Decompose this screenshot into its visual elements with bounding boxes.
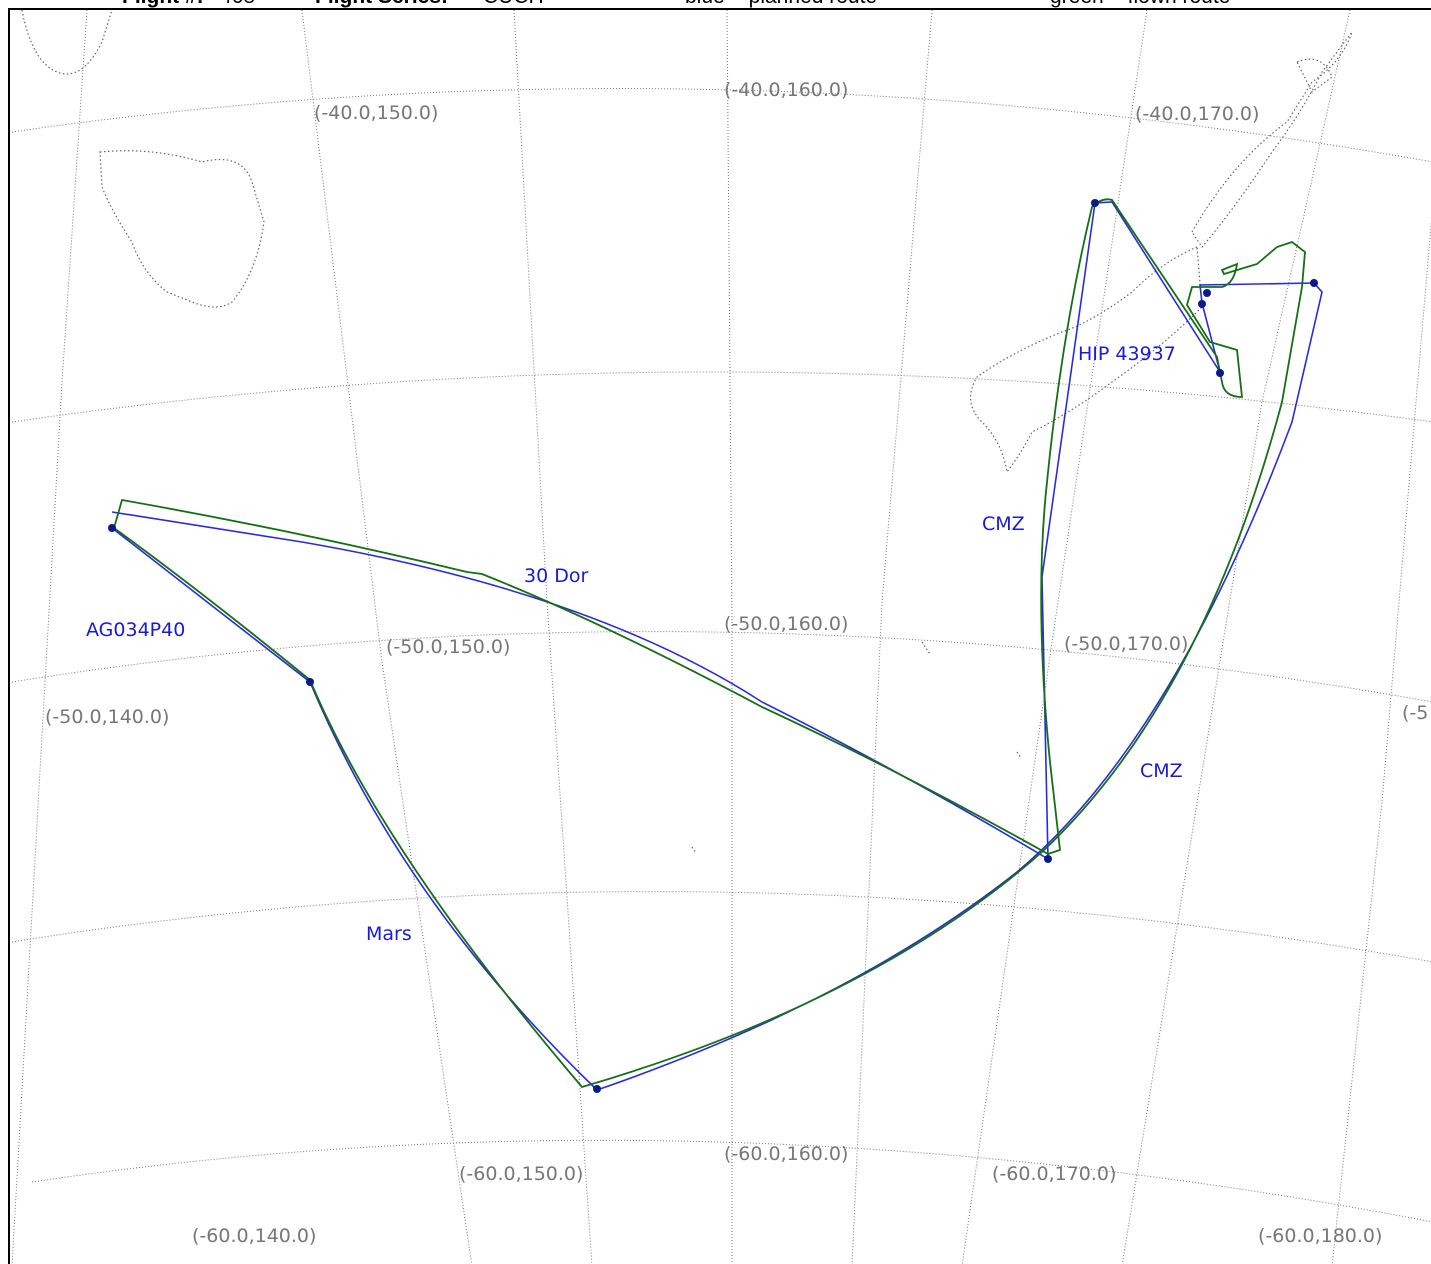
waypoint[interactable] (1044, 855, 1052, 863)
new-zealand-south-coastline (970, 246, 1203, 474)
waypoint[interactable] (1310, 279, 1318, 287)
grid-label: (-50.0,170.0) (1064, 633, 1188, 655)
waypoint[interactable] (108, 524, 116, 532)
flight-map: (-40.0,150.0) (-40.0,160.0) (-40.0,170.0… (11, 10, 1431, 1264)
grid-label: (-40.0,150.0) (314, 102, 438, 124)
flown-route (113, 198, 1306, 1089)
parallel-lines (11, 88, 1431, 1223)
target-label-30-dor: 30 Dor (524, 565, 588, 587)
legend-flown-route: green = flown route (1050, 0, 1230, 8)
grid-label: (-60.0,140.0) (192, 1225, 316, 1247)
grid-label: (-50.0,140.0) (45, 706, 169, 728)
target-label-cmz: CMZ (982, 513, 1025, 535)
waypoint[interactable] (1216, 369, 1224, 377)
target-labels: HIP 43937 CMZ 30 Dor AG034P40 Mars CMZ (86, 343, 1183, 945)
grid-label: (-50.0,160.0) (724, 613, 848, 635)
waypoint[interactable] (1203, 289, 1211, 297)
coastlines (21, 10, 1353, 854)
legend-planned-route: blue = planned route (685, 0, 877, 8)
flight-series-label: Flight Series: (315, 0, 448, 8)
grid-label: (-60.0,180.0) (1258, 1225, 1382, 1247)
waypoints (108, 199, 1318, 1093)
flight-series-value: CUCH (483, 0, 544, 8)
grid-label: (-60.0,160.0) (724, 1143, 848, 1165)
australia-coastline (21, 10, 113, 75)
meridian-lines (11, 10, 1431, 1264)
waypoint[interactable] (306, 678, 314, 686)
waypoint[interactable] (1091, 199, 1099, 207)
target-label-cmz-2: CMZ (1140, 760, 1183, 782)
grid-labels: (-40.0,150.0) (-40.0,160.0) (-40.0,170.0… (45, 79, 1428, 1247)
new-zealand-north-coastline (1191, 31, 1353, 248)
target-label-mars: Mars (366, 923, 412, 945)
target-label-hip-43937: HIP 43937 (1078, 343, 1176, 365)
grid-label: (-60.0,150.0) (459, 1163, 583, 1185)
map-header: Flight #: 468 Flight Series: CUCH blue =… (0, 0, 1431, 8)
map-canvas[interactable]: (-40.0,150.0) (-40.0,160.0) (-40.0,170.0… (8, 8, 1431, 1264)
flight-number-value: 468 (220, 0, 255, 8)
grid-label: (-60.0,170.0) (992, 1163, 1116, 1185)
grid-label: (-40.0,160.0) (724, 79, 848, 101)
waypoint[interactable] (1198, 300, 1206, 308)
waypoint[interactable] (593, 1085, 601, 1093)
tasmania-coastline (99, 150, 265, 308)
target-label-ag034p40: AG034P40 (86, 619, 185, 641)
flight-number-label: Flight #: (122, 0, 204, 8)
grid-label: (-40.0,170.0) (1135, 103, 1259, 125)
grid-label: (-5 (1402, 702, 1428, 724)
grid-label: (-50.0,150.0) (386, 636, 510, 658)
chatham-islands-coastline (1296, 58, 1333, 93)
bounty-islands-coastline (691, 641, 1022, 854)
